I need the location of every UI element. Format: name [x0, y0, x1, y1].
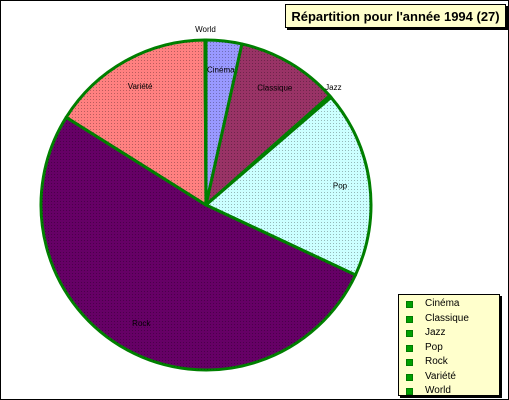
legend-swatch: [406, 301, 413, 308]
slice-label-variete: Variété: [128, 82, 153, 91]
legend-item-jazz: Jazz: [406, 326, 499, 341]
legend-label: Classique: [425, 312, 469, 324]
legend: Cinéma Classique Jazz Pop Rock Variété World: [398, 294, 500, 396]
slice-label-world: World: [195, 25, 216, 34]
legend-swatch: [406, 388, 413, 395]
legend-item-cinema: Cinéma: [406, 297, 499, 312]
legend-item-variete: Variété: [406, 370, 499, 385]
legend-item-rock: Rock: [406, 355, 499, 370]
pie-slices: [39, 38, 373, 372]
slice-labels: Cinéma Classique Jazz Pop Rock Variété World: [128, 25, 348, 328]
slice-label-rock: Rock: [132, 319, 151, 328]
legend-label: World: [425, 385, 451, 396]
legend-label: Cinéma: [425, 298, 460, 309]
legend-item-pop: Pop: [406, 341, 499, 356]
legend-label: Jazz: [425, 327, 446, 338]
legend-item-classique: Classique: [406, 312, 499, 327]
legend-item-world: World: [406, 384, 499, 399]
slice-label-pop: Pop: [333, 182, 348, 191]
legend-swatch: [406, 373, 413, 381]
legend-label: Variété: [425, 370, 456, 382]
legend-swatch: [406, 344, 413, 352]
slice-label-classique: Classique: [257, 84, 293, 93]
legend-swatch: [406, 330, 413, 337]
slice-label-jazz: Jazz: [325, 83, 341, 92]
legend-swatch: [406, 359, 413, 366]
legend-label: Rock: [425, 356, 448, 367]
chart-title: Répartition pour l'année 1994 (27): [285, 4, 506, 28]
slice-label-cinema: Cinéma: [207, 66, 235, 75]
slice-world: [203, 38, 208, 207]
legend-swatch: [406, 315, 413, 323]
legend-label: Pop: [425, 341, 443, 353]
